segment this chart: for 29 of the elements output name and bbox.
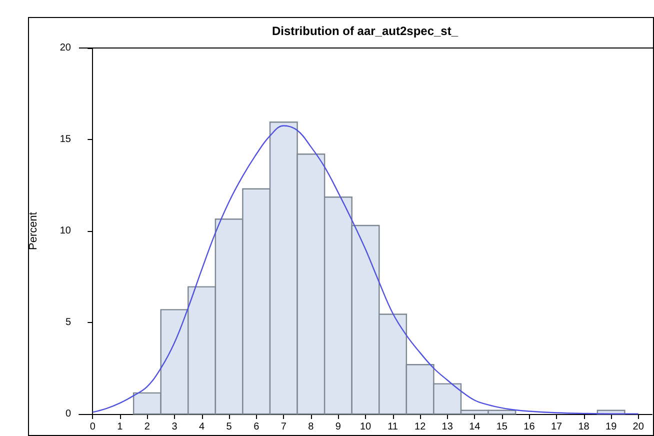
x-tick-label: 19: [606, 422, 618, 432]
y-tick-label: 0: [65, 408, 72, 420]
y-axis-title: Percent: [28, 212, 40, 250]
x-tick-label: 5: [226, 422, 232, 432]
x-tick-label: 8: [308, 422, 314, 432]
line-series: [92, 125, 639, 414]
chart-title: Distribution of aar_aut2spec_st_: [272, 24, 458, 38]
x-tick-label: 4: [199, 422, 206, 432]
x-tick-label: 10: [360, 422, 372, 432]
x-tick-label: 13: [442, 422, 454, 432]
x-tick-label: 0: [90, 422, 96, 432]
y-tick-label: 5: [65, 317, 72, 328]
x-tick-label: 7: [280, 422, 287, 432]
x-tick-label: 11: [388, 422, 398, 432]
x-tick-label: 6: [254, 422, 260, 432]
y-tick-label: 10: [60, 226, 72, 236]
x-tick-label: 15: [496, 422, 508, 432]
x-tick-label: 9: [335, 422, 342, 432]
x-tick-label: 1: [117, 422, 124, 432]
x-tick-label: 3: [172, 422, 178, 432]
x-tick-label: 2: [144, 422, 150, 432]
x-tick-label: 17: [550, 422, 562, 432]
x-tick-label: 20: [632, 422, 644, 432]
x-tick-label: 16: [524, 422, 536, 432]
y-tick-label: 15: [60, 134, 72, 145]
y-tick-label: 20: [60, 42, 72, 54]
x-tick-label: 14: [469, 422, 481, 432]
x-tick-label: 18: [578, 422, 590, 432]
x-tick-label: 12: [414, 422, 426, 432]
